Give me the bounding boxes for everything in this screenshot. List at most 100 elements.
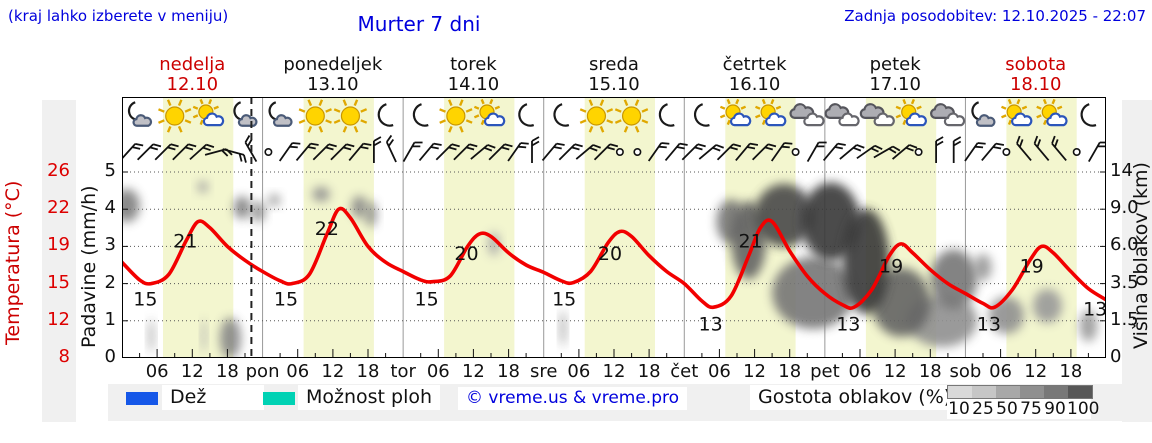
day-header: petek 17.10	[825, 55, 966, 95]
temperature-curve	[122, 206, 1106, 310]
day-header: sreda 15.10	[544, 55, 685, 95]
moon-icon	[693, 103, 710, 127]
wind-barb-icon	[122, 142, 144, 161]
wind-barb-icon	[1088, 141, 1106, 162]
wind-barb-icon	[488, 143, 513, 161]
wind-barb-icon	[647, 142, 670, 162]
temperature-value-label: 15	[133, 289, 157, 311]
day-date: 12.10	[166, 74, 219, 95]
wind-barb-icon	[558, 143, 583, 161]
cloud-icon	[859, 103, 895, 127]
wind-barb-icon	[136, 143, 162, 161]
wind-barb-icon	[189, 143, 215, 161]
wind-barb-icon	[1016, 135, 1032, 162]
day-name: nedelja	[159, 54, 226, 75]
wind-barb-icon	[372, 136, 382, 163]
wind-calm-icon	[791, 147, 800, 156]
page-title: Murter 7 dni	[357, 12, 481, 36]
cloud-height-tick: 1.5	[1110, 308, 1139, 330]
cloud-density-step-label: 10	[948, 399, 970, 419]
precipitation-tick: 5	[104, 160, 116, 181]
temperature-value-label: 22	[315, 218, 339, 240]
cloud-density-step-label: 100	[1067, 399, 1100, 419]
wind-barb-icon	[507, 142, 529, 162]
wind-barb-icon	[154, 143, 179, 161]
temperature-value-label: 20	[598, 243, 622, 265]
sun-cloud-icon	[1001, 98, 1033, 127]
sun-icon	[298, 99, 332, 133]
cloud-density-step	[1068, 386, 1092, 398]
cloud-density-gradient-bar	[947, 385, 1093, 399]
showers-legend-label: Možnost ploh	[298, 385, 441, 410]
temperature-value-label: 13	[699, 313, 723, 335]
day-date: 15.10	[588, 74, 640, 95]
day-header: ponedeljek 13.10	[263, 55, 404, 95]
temperature-value-label: 15	[552, 289, 576, 311]
cloud-height-tick: 14	[1110, 160, 1133, 181]
hour-label: 06	[567, 361, 591, 382]
wind-barb-icon	[312, 143, 337, 161]
wind-barb-icon	[952, 136, 962, 163]
wind-calm-icon	[1002, 147, 1011, 156]
day-abbrev-label: tor	[390, 361, 416, 382]
sun-cloud-icon	[895, 98, 927, 127]
wind-barb-icon	[822, 142, 846, 162]
temperature-value-label: 19	[1020, 255, 1044, 277]
cloud-height-tick: 9.0	[1110, 197, 1139, 219]
day-name: sobota	[1005, 54, 1067, 75]
sun-icon	[158, 99, 192, 133]
wind-barb-icon	[1051, 135, 1067, 162]
sun-icon	[333, 99, 368, 133]
day-date: 16.10	[728, 74, 781, 95]
wind-barb-icon	[330, 143, 355, 161]
cloud-density-step-label: 90	[1044, 399, 1066, 419]
cloud-density-step-label: 50	[996, 399, 1018, 419]
temperature-tick: 22	[47, 197, 70, 219]
day-abbrev-label: čet	[670, 361, 699, 382]
day-abbrev-label: sob	[949, 361, 982, 382]
wind-barb-icon	[222, 148, 247, 163]
hour-label: 18	[215, 361, 239, 382]
wind-barb-icon	[716, 143, 742, 161]
precipitation-tick: 3	[104, 234, 116, 256]
cloud-height-tick: 3.5	[1110, 271, 1139, 293]
wind-barb-icon	[453, 143, 478, 161]
copyright-link[interactable]: © vreme.us & vreme.pro	[458, 387, 688, 410]
hour-label: 06	[848, 361, 872, 382]
meteogram-plot: 15 21 15 22 15 20 15 20 13 21 13 19 13 19 13	[122, 97, 1106, 358]
rain-legend-label: Dež	[162, 385, 264, 410]
precipitation-tick: 1	[104, 308, 116, 330]
hour-label: 18	[1059, 361, 1083, 382]
wind-barb-icon	[385, 134, 397, 163]
day-abbrev-label: sre	[529, 361, 558, 382]
cloud-density-step	[1020, 386, 1044, 398]
wind-barb-icon	[541, 142, 565, 162]
wind-barb-icon	[839, 144, 865, 160]
day-date: 13.10	[307, 74, 359, 95]
wind-barb-icon	[935, 136, 944, 163]
wind-calm-icon	[615, 147, 624, 156]
wind-barb-icon	[735, 142, 759, 162]
cloud-density-gradient-labels: 10 25 50 75 90 100	[947, 399, 1100, 419]
cloud-density-step	[1044, 386, 1068, 398]
hour-label: 06	[286, 361, 310, 382]
hour-label: 12	[1024, 361, 1048, 382]
sun-cloud-icon	[473, 98, 506, 127]
moon-icon	[1080, 103, 1097, 127]
rain-legend-swatch	[126, 392, 158, 405]
sun-cloud-icon	[1036, 98, 1068, 127]
temperature-value-label: 13	[836, 313, 860, 335]
wind-barb-icon	[295, 142, 319, 162]
moon-cloud-icon	[127, 101, 153, 127]
cloud-density-step-label: 25	[972, 399, 994, 419]
wind-barb-icon	[806, 141, 827, 162]
wind-calm-icon	[264, 147, 273, 156]
day-header: nedelja 12.10	[122, 55, 263, 95]
hour-label: 12	[743, 361, 767, 382]
wind-barb-icon	[664, 142, 688, 162]
cloud-icon	[789, 103, 825, 127]
day-name: torek	[450, 54, 497, 75]
wind-barb-icon	[244, 135, 258, 162]
sun-cloud-icon	[755, 98, 787, 127]
wind-barb-icon	[278, 142, 301, 162]
